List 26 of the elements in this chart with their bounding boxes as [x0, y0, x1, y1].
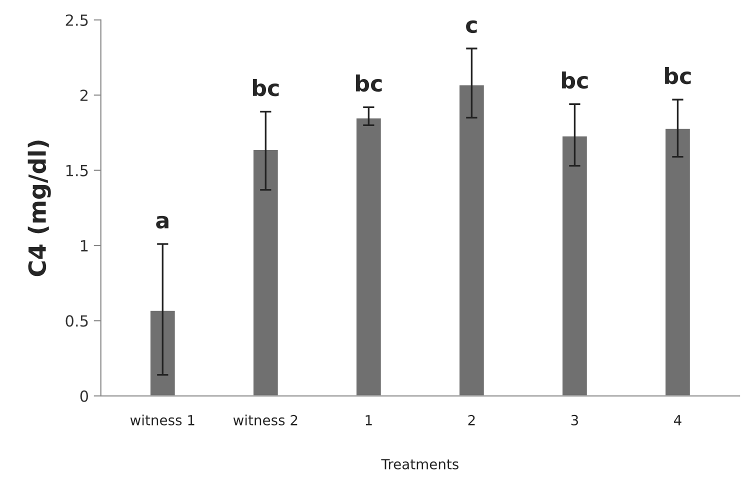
annotation: bc	[665, 67, 691, 84]
annotation: bc	[356, 74, 382, 92]
x-tick-label: 3	[571, 414, 578, 426]
x-axis-title: Treatments	[381, 459, 458, 470]
x-tick-label: 1	[366, 415, 372, 426]
y-tick-label: 1	[80, 240, 88, 252]
bar	[561, 135, 588, 396]
annotation: bc	[562, 72, 588, 89]
x-tick-label: 2	[468, 414, 475, 426]
annotation: bc	[252, 79, 279, 96]
y-axis-title: C4 (mg/dl)	[28, 140, 51, 276]
bar	[149, 309, 176, 396]
annotation: c	[466, 20, 477, 34]
annotation: a	[156, 216, 168, 229]
y-tick-label: 0.5	[66, 315, 88, 327]
y-tick-label: 1.5	[66, 164, 88, 176]
y-tick-label: 0	[80, 390, 88, 402]
y-tick-label: 2	[80, 90, 88, 101]
bar	[355, 116, 382, 396]
bar	[458, 84, 486, 396]
bar	[252, 148, 280, 396]
x-tick-label: witness 2	[233, 414, 298, 426]
y-tick-label: 2.5	[66, 14, 88, 26]
x-tick-label: witness 1	[130, 414, 194, 426]
x-tick-label: 4	[674, 415, 682, 426]
bar	[664, 128, 692, 396]
